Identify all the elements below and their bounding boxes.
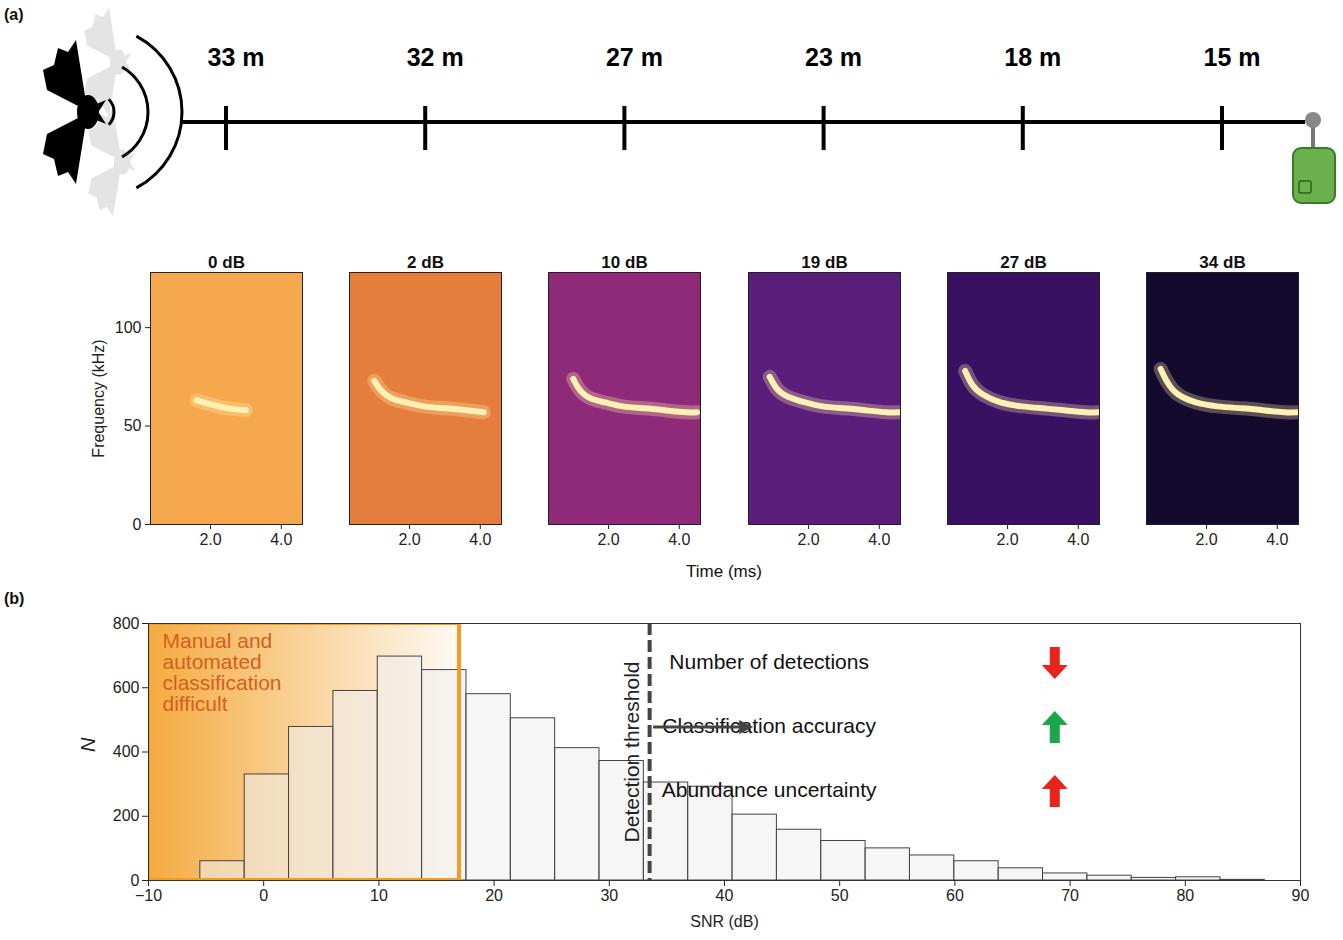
svg-text:100: 100 <box>115 319 142 336</box>
svg-text:Frequency (kHz): Frequency (kHz) <box>90 339 107 457</box>
svg-text:200: 200 <box>113 807 140 824</box>
svg-text:60: 60 <box>946 887 964 904</box>
svg-text:Detection threshold: Detection threshold <box>620 662 643 843</box>
svg-text:34 dB: 34 dB <box>1199 253 1245 272</box>
svg-text:Manual andautomatedclassificat: Manual andautomatedclassificationdifficu… <box>163 629 282 715</box>
svg-text:2.0: 2.0 <box>199 531 221 548</box>
svg-text:2.0: 2.0 <box>1195 531 1217 548</box>
svg-text:27 m: 27 m <box>606 43 663 71</box>
svg-text:SNR (dB): SNR (dB) <box>690 913 758 930</box>
svg-text:10: 10 <box>370 887 388 904</box>
svg-text:90: 90 <box>1292 887 1310 904</box>
svg-text:4.0: 4.0 <box>669 531 691 548</box>
svg-text:N: N <box>77 737 99 752</box>
svg-text:0: 0 <box>133 516 142 533</box>
svg-text:50: 50 <box>831 887 849 904</box>
svg-text:27 dB: 27 dB <box>1000 253 1046 272</box>
svg-text:0: 0 <box>130 871 140 889</box>
svg-text:Number of detections: Number of detections <box>669 650 869 673</box>
svg-text:4.0: 4.0 <box>1067 531 1089 548</box>
svg-text:4.0: 4.0 <box>1266 531 1288 548</box>
svg-text:20: 20 <box>485 887 503 904</box>
svg-text:0 dB: 0 dB <box>208 253 245 272</box>
svg-text:70: 70 <box>1061 887 1079 904</box>
svg-text:800: 800 <box>113 615 140 632</box>
svg-text:4.0: 4.0 <box>868 531 890 548</box>
svg-text:30: 30 <box>600 887 618 904</box>
svg-text:4.0: 4.0 <box>270 531 292 548</box>
svg-text:2.0: 2.0 <box>598 531 620 548</box>
svg-text:32 m: 32 m <box>407 43 464 71</box>
svg-text:33 m: 33 m <box>208 43 265 71</box>
svg-text:Abundance uncertainty: Abundance uncertainty <box>662 778 877 801</box>
svg-text:2 dB: 2 dB <box>407 253 444 272</box>
svg-text:18 m: 18 m <box>1004 43 1061 71</box>
svg-text:80: 80 <box>1176 887 1194 904</box>
svg-text:0: 0 <box>259 887 268 904</box>
svg-text:23 m: 23 m <box>805 43 862 71</box>
svg-text:400: 400 <box>113 743 140 760</box>
svg-text:600: 600 <box>113 679 140 696</box>
svg-text:19 dB: 19 dB <box>801 253 847 272</box>
svg-text:50: 50 <box>124 417 142 434</box>
svg-text:2.0: 2.0 <box>399 531 421 548</box>
svg-text:Classification accuracy: Classification accuracy <box>662 714 876 737</box>
svg-text:(a): (a) <box>4 6 24 23</box>
html-text:Time (ms): Time (ms) <box>686 562 762 581</box>
svg-text:2.0: 2.0 <box>797 531 819 548</box>
svg-text:15 m: 15 m <box>1204 43 1261 71</box>
svg-text:4.0: 4.0 <box>469 531 491 548</box>
svg-text:40: 40 <box>716 887 734 904</box>
svg-text:10 dB: 10 dB <box>602 253 648 272</box>
html-text:(b): (b) <box>4 590 25 607</box>
svg-text:2.0: 2.0 <box>996 531 1018 548</box>
svg-text:−10: −10 <box>135 887 162 904</box>
